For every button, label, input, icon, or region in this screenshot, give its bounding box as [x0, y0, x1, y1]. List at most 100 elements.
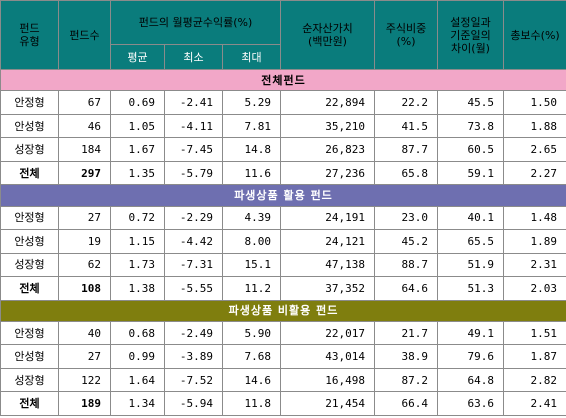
cell-fund-type: 안성형 [0, 229, 59, 254]
cell-min-return: -2.49 [164, 321, 223, 346]
cell-fund-count: 19 [58, 229, 111, 254]
cell-stock-ratio: 41.5 [374, 113, 439, 139]
cell-fund-type: 안정형 [0, 321, 59, 346]
cell-min-return: -5.79 [164, 160, 223, 186]
cell-stock-ratio: 87.7 [374, 137, 439, 162]
table-total-row: 전체 297 1.35 -5.79 11.6 27,236 65.8 59.1 2.27 [0, 160, 566, 186]
cell-net-assets: 27,236 [280, 160, 376, 186]
cell-fund-type: 성장형 [0, 137, 59, 162]
section-title: 파생상품 비활용 펀드 [0, 299, 566, 323]
cell-net-assets: 47,138 [280, 252, 376, 278]
cell-fund-count: 122 [58, 367, 111, 393]
cell-avg-return: 1.73 [110, 252, 165, 278]
cell-setup-diff: 45.5 [437, 90, 505, 115]
cell-min-return: -4.42 [164, 229, 223, 254]
cell-fund-count: 184 [58, 137, 111, 162]
cell-fund-type: 전체 [0, 276, 59, 301]
cell-min-return: -7.45 [164, 137, 223, 162]
cell-total-fee: 2.41 [503, 391, 566, 416]
cell-avg-return: 0.68 [110, 321, 165, 346]
cell-avg-return: 0.72 [110, 205, 165, 231]
cell-fund-count: 27 [58, 205, 111, 231]
cell-fund-count: 40 [58, 321, 111, 346]
cell-fund-count: 27 [58, 344, 111, 369]
cell-net-assets: 24,191 [280, 205, 376, 231]
cell-avg-return: 0.99 [110, 344, 165, 369]
cell-fund-count: 62 [58, 252, 111, 278]
cell-stock-ratio: 65.8 [374, 160, 439, 186]
header-max: 최대 [221, 44, 282, 70]
header-total-fee: 총보수(%) [503, 0, 566, 70]
cell-total-fee: 2.31 [503, 252, 566, 278]
cell-setup-diff: 63.6 [437, 391, 505, 416]
cell-avg-return: 1.64 [110, 367, 165, 393]
cell-avg-return: 1.67 [110, 137, 165, 162]
cell-total-fee: 1.50 [503, 90, 566, 115]
section-title: 파생상품 활용 펀드 [0, 184, 566, 207]
cell-avg-return: 1.38 [110, 276, 165, 301]
cell-setup-diff: 49.1 [437, 321, 505, 346]
cell-setup-diff: 51.9 [437, 252, 505, 278]
cell-min-return: -3.89 [164, 344, 223, 369]
cell-max-return: 7.81 [221, 113, 282, 139]
table-total-row: 전체 108 1.38 -5.55 11.2 37,352 64.6 51.3 2.03 [0, 276, 566, 301]
cell-fund-type: 성장형 [0, 367, 59, 393]
section-header-row: 전체펀드 [0, 68, 566, 92]
cell-setup-diff: 40.1 [437, 205, 505, 231]
header-fund-count: 펀드수 [58, 0, 111, 70]
cell-max-return: 11.8 [221, 391, 282, 416]
cell-stock-ratio: 45.2 [374, 229, 439, 254]
header-net-assets: 순자산가치 (백만원) [280, 0, 376, 70]
cell-total-fee: 1.89 [503, 229, 566, 254]
header-avg: 평균 [110, 44, 165, 70]
cell-min-return: -4.11 [164, 113, 223, 139]
table-row: 안성형 46 1.05 -4.11 7.81 35,210 41.5 73.8 1.88 [0, 113, 566, 139]
cell-min-return: -5.94 [164, 391, 223, 416]
header-monthly-return: 펀드의 월평균수익률(%) [109, 0, 282, 45]
cell-min-return: -7.52 [164, 367, 223, 393]
cell-max-return: 7.68 [221, 344, 282, 369]
cell-fund-type: 전체 [0, 160, 59, 186]
table-row: 안성형 27 0.99 -3.89 7.68 43,014 38.9 79.6 1.87 [0, 344, 566, 369]
cell-setup-diff: 65.5 [437, 229, 505, 254]
cell-stock-ratio: 22.2 [374, 90, 439, 115]
section-header-row: 파생상품 활용 펀드 [0, 184, 566, 207]
cell-fund-type: 안정형 [0, 90, 59, 115]
header-stock-ratio: 주식비중 (%) [374, 0, 439, 70]
cell-fund-count: 67 [58, 90, 111, 115]
cell-setup-diff: 64.8 [437, 367, 505, 393]
cell-setup-diff: 59.1 [437, 160, 505, 186]
cell-setup-diff: 51.3 [437, 276, 505, 301]
cell-net-assets: 35,210 [280, 113, 376, 139]
cell-total-fee: 2.82 [503, 367, 566, 393]
cell-fund-count: 297 [58, 160, 111, 186]
cell-stock-ratio: 21.7 [374, 321, 439, 346]
cell-total-fee: 2.27 [503, 160, 566, 186]
cell-net-assets: 22,894 [280, 90, 376, 115]
cell-avg-return: 1.35 [110, 160, 165, 186]
cell-max-return: 11.2 [221, 276, 282, 301]
cell-stock-ratio: 88.7 [374, 252, 439, 278]
cell-avg-return: 1.05 [110, 113, 165, 139]
header-fund-type: 펀드 유형 [0, 0, 59, 70]
table-row: 안정형 27 0.72 -2.29 4.39 24,191 23.0 40.1 1.48 [0, 205, 566, 231]
cell-total-fee: 1.51 [503, 321, 566, 346]
cell-total-fee: 1.88 [503, 113, 566, 139]
cell-total-fee: 2.65 [503, 137, 566, 162]
section-header-row: 파생상품 비활용 펀드 [0, 299, 566, 323]
cell-min-return: -7.31 [164, 252, 223, 278]
header-min: 최소 [164, 44, 223, 70]
cell-stock-ratio: 87.2 [374, 367, 439, 393]
cell-fund-count: 46 [58, 113, 111, 139]
cell-max-return: 4.39 [221, 205, 282, 231]
table-row: 안성형 19 1.15 -4.42 8.00 24,121 45.2 65.5 1.89 [0, 229, 566, 254]
cell-fund-count: 189 [58, 391, 111, 416]
cell-total-fee: 1.48 [503, 205, 566, 231]
cell-net-assets: 26,823 [280, 137, 376, 162]
cell-total-fee: 1.87 [503, 344, 566, 369]
cell-min-return: -2.29 [164, 205, 223, 231]
cell-fund-type: 성장형 [0, 252, 59, 278]
cell-min-return: -2.41 [164, 90, 223, 115]
cell-stock-ratio: 64.6 [374, 276, 439, 301]
